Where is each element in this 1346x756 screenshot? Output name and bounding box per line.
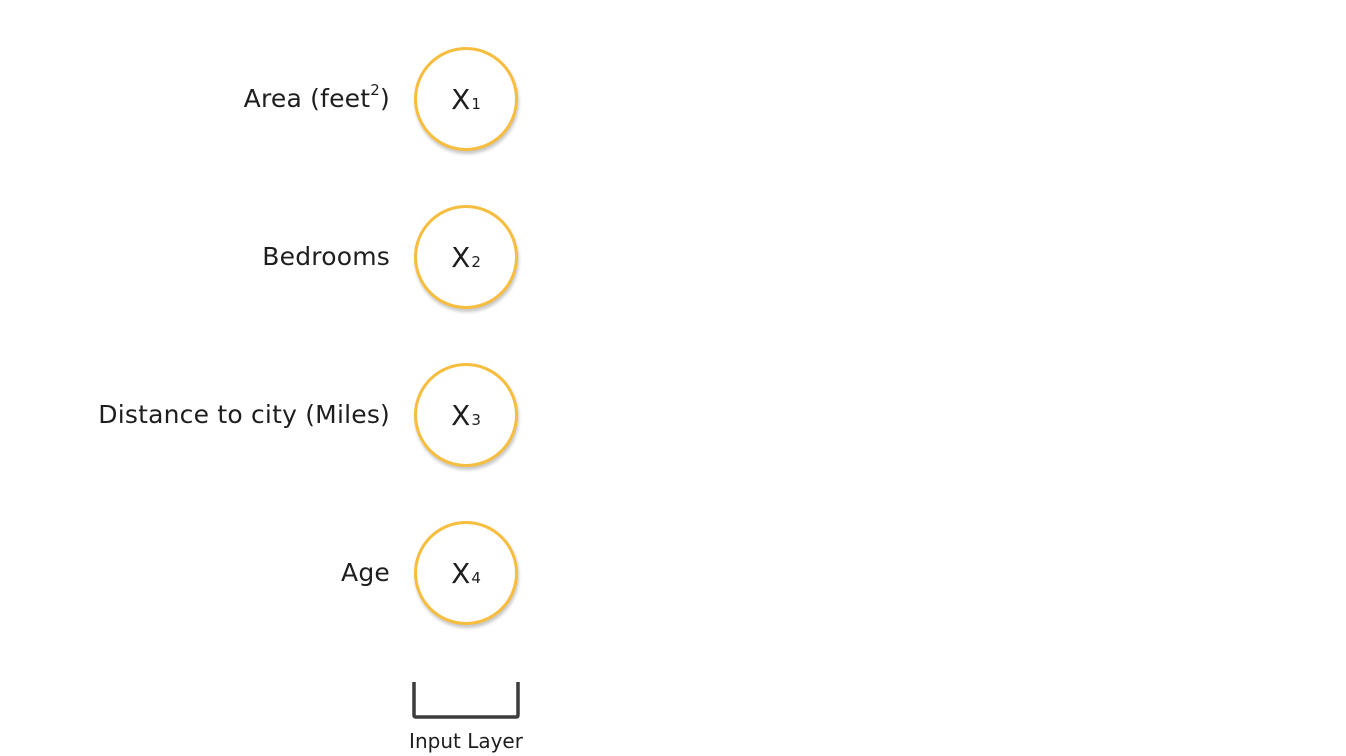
node-subscript: 4 [471, 569, 481, 587]
feature-label-area-text: Area (feet [243, 84, 371, 113]
node-subscript: 3 [471, 411, 481, 429]
feature-label-distance: Distance to city (Miles) [98, 363, 390, 467]
node-variable: X [451, 82, 471, 116]
feature-label-area-suffix: ) [380, 84, 390, 113]
feature-label-area-superscript: 2 [370, 80, 381, 99]
input-layer-bracket [412, 682, 520, 719]
node-variable: X [451, 240, 471, 274]
feature-label-bedrooms: Bedrooms [262, 205, 390, 309]
node-subscript: 2 [471, 253, 481, 271]
feature-label-bedrooms-text: Bedrooms [262, 242, 390, 271]
feature-label-age: Age [341, 521, 390, 625]
feature-label-distance-text: Distance to city (Miles) [98, 400, 390, 429]
feature-label-age-text: Age [341, 558, 390, 587]
node-subscript: 1 [471, 95, 481, 113]
feature-label-area: Area (feet2) [244, 47, 390, 151]
node-variable: X [451, 398, 471, 432]
input-layer-label: Input Layer [409, 729, 523, 753]
node-variable: X [451, 556, 471, 590]
